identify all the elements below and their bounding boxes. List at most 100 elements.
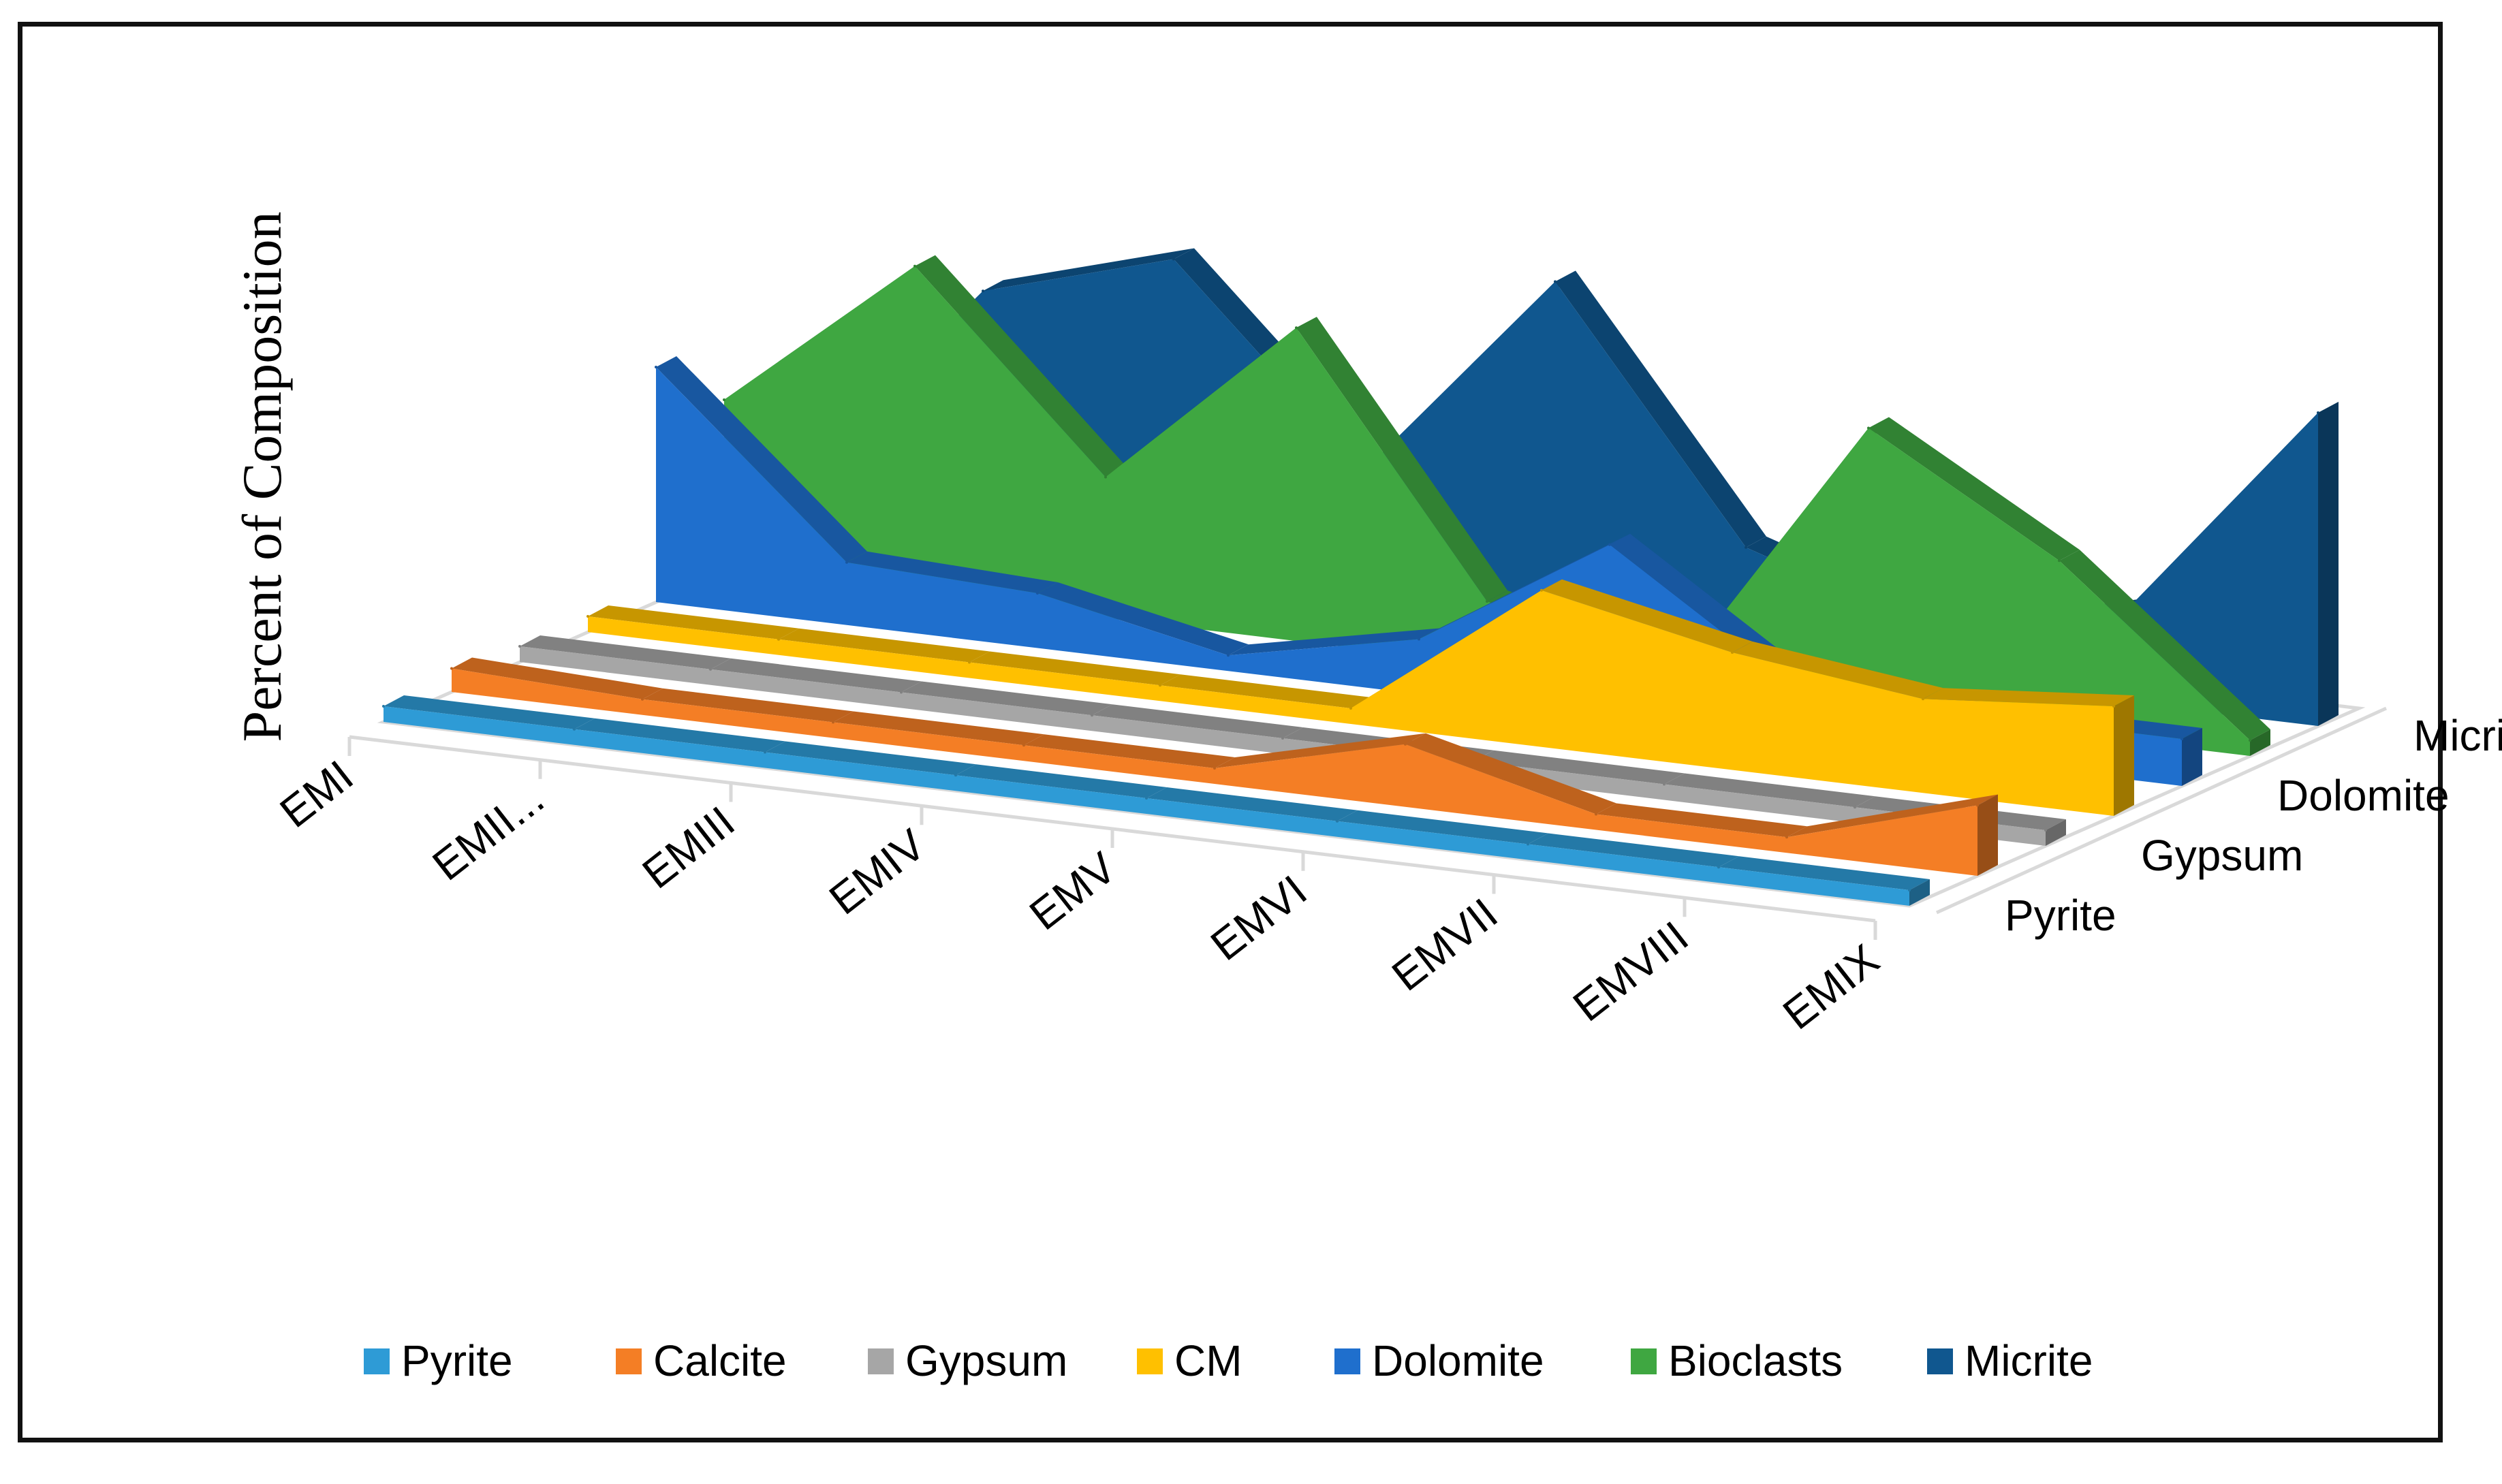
data-point-cm-emii <box>777 637 780 641</box>
series-pyrite-ridge <box>1719 856 1930 890</box>
data-point-bioclasts-emix <box>2249 739 2251 742</box>
y-axis-title: Percent of Composition <box>231 212 293 742</box>
data-point-cm-emv <box>1349 707 1352 710</box>
data-point-gypsum-emi <box>518 645 521 648</box>
series-pyrite-ridge <box>1528 833 1739 868</box>
legend-label-micrite: Micrite <box>1965 1336 2093 1385</box>
data-point-bioclasts-emii <box>913 264 916 268</box>
legend-item-gypsum[interactable]: Gypsum <box>868 1336 1067 1385</box>
series-micrite-ridge <box>1555 270 1766 548</box>
depth-label-pyrite: Pyrite <box>2005 891 2116 940</box>
series-cm-ridge <box>588 605 799 640</box>
category-label-emviii: EMVIII <box>1564 912 1698 1031</box>
data-point-pyrite-emi <box>382 705 385 708</box>
data-point-dolomite-emi <box>655 366 657 368</box>
category-label-emiii: EMIII <box>634 797 744 898</box>
legend-item-bioclasts[interactable]: Bioclasts <box>1631 1336 1843 1385</box>
legend-item-micrite[interactable]: Micrite <box>1927 1336 2093 1385</box>
data-point-cm-emvii <box>1731 651 1734 654</box>
data-point-cm-emvi <box>1540 588 1543 592</box>
series-cm-ridge <box>1923 688 2134 706</box>
data-point-cm-emiii <box>968 661 971 664</box>
data-point-micrite-emii <box>982 289 984 293</box>
data-point-calcite-emiii <box>832 721 834 724</box>
series-bioclasts-ridge <box>2059 550 2270 740</box>
legend-item-cm[interactable]: CM <box>1137 1336 1242 1385</box>
data-point-pyrite-emviii <box>1717 866 1720 869</box>
series-dolomite-ridge <box>847 551 1058 593</box>
series-bioclasts <box>723 255 2270 756</box>
data-point-bioclasts-emv <box>1486 600 1488 603</box>
category-label-emvi: EMVI <box>1202 866 1316 970</box>
data-point-dolomite-emiv <box>1227 654 1230 657</box>
series-dolomite-ridge <box>656 356 867 563</box>
legend-swatch-gypsum <box>868 1348 894 1374</box>
legend-swatch-dolomite <box>1334 1348 1360 1374</box>
category-label-emiv: EMIV <box>820 819 935 923</box>
legend-item-calcite[interactable]: Calcite <box>616 1336 787 1385</box>
series-gypsum-ridge <box>520 635 731 669</box>
series-calcite-endcap <box>1977 794 1998 876</box>
series-calcite-ridge <box>452 657 663 699</box>
series-bioclasts-ridge <box>915 255 1126 477</box>
series-pyrite-ridge <box>384 695 595 729</box>
depth-label-gypsum: Gypsum <box>2141 831 2303 880</box>
series-dolomite-endcap <box>2182 728 2202 786</box>
data-point-pyrite-emv <box>1145 797 1148 800</box>
series-cm-endcap <box>2114 695 2134 816</box>
data-point-gypsum-emviii <box>1854 806 1856 809</box>
data-point-pyrite-emix <box>1908 889 1911 891</box>
series-pyrite-ridge <box>956 764 1167 798</box>
data-point-pyrite-emii <box>573 727 576 731</box>
legend-swatch-micrite <box>1927 1348 1953 1374</box>
series-cm-ridge <box>969 651 1180 686</box>
data-point-cm-emiv <box>1159 684 1161 687</box>
data-point-gypsum-emiii <box>900 691 903 694</box>
series-calcite <box>450 657 1998 876</box>
series-gypsum-endcap <box>2046 819 2066 846</box>
series-bioclasts-ridge <box>1296 317 1507 601</box>
series-gypsum-area <box>520 646 2046 846</box>
data-point-dolomite-emii <box>845 561 848 564</box>
series-calcite-ridge <box>1024 734 1235 768</box>
legend-label-cm: CM <box>1174 1336 1242 1385</box>
legend-label-gypsum: Gypsum <box>905 1336 1067 1385</box>
series-bioclasts-ridge <box>1868 417 2080 561</box>
data-point-calcite-emviii <box>1785 836 1788 839</box>
data-point-calcite-emii <box>641 697 644 701</box>
series-pyrite-ridge <box>765 741 976 776</box>
series-dolomite-ridge <box>1037 582 1249 656</box>
data-point-dolomite-emix <box>2180 738 2183 740</box>
series-pyrite-ridge <box>1337 810 1548 844</box>
data-point-gypsum-emiv <box>1091 714 1093 717</box>
category-label-emii: EMII... <box>424 774 553 890</box>
series-bioclasts-endcap <box>2250 729 2270 756</box>
data-point-calcite-emiv <box>1022 744 1025 747</box>
data-point-cm-emviii <box>1922 697 1924 701</box>
depth-label-dolomite: Dolomite <box>2277 771 2450 820</box>
series-gypsum-ridge <box>710 658 922 693</box>
series-calcite-ridge <box>833 711 1044 746</box>
data-point-gypsum-emix <box>2044 829 2047 832</box>
depth-label-micrite: Micrite <box>2413 711 2502 760</box>
legend-item-dolomite[interactable]: Dolomite <box>1334 1336 1544 1385</box>
series-gypsum-ridge <box>1092 704 1303 738</box>
data-point-micrite-emix <box>2317 411 2319 414</box>
series-cm-ridge <box>1732 642 1943 699</box>
series-dolomite-ridge <box>1228 628 1439 656</box>
legend: Pyrite Calcite Gypsum CM Dolomite Bioclasts Mi… <box>364 1336 2093 1385</box>
series-calcite-area <box>452 668 1977 876</box>
data-point-dolomite-emiii <box>1036 592 1039 595</box>
series-pyrite-endcap <box>1909 879 1930 906</box>
series-pyrite-ridge <box>574 718 785 753</box>
data-point-pyrite-emvii <box>1527 842 1529 846</box>
data-point-dolomite-emv <box>1418 637 1420 641</box>
legend-item-pyrite[interactable]: Pyrite <box>364 1336 513 1385</box>
data-point-micrite-emiii <box>1172 257 1175 261</box>
data-point-calcite-emi <box>450 667 453 670</box>
series-cm <box>587 579 2134 816</box>
legend-label-bioclasts: Bioclasts <box>1668 1336 1843 1385</box>
legend-label-calcite: Calcite <box>653 1336 787 1385</box>
series-dolomite-ridge <box>1419 533 1630 640</box>
